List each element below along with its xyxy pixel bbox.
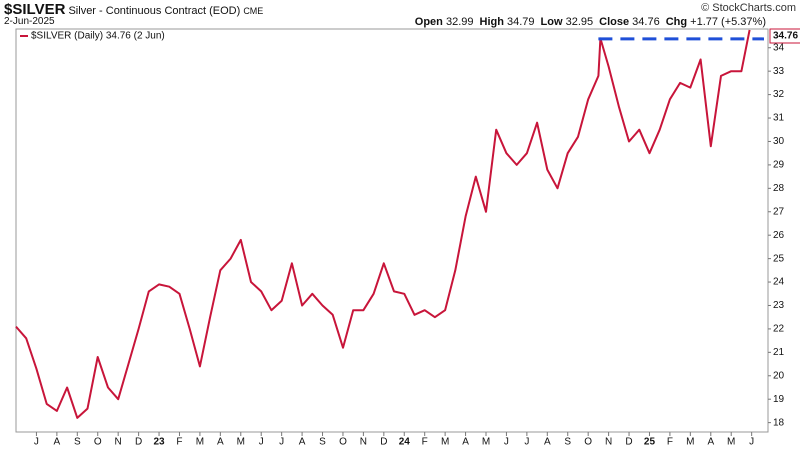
x-tick-label: J	[279, 437, 284, 448]
x-tick-label: M	[686, 437, 694, 448]
y-tick-label: 30	[773, 136, 785, 147]
x-tick-label: M	[727, 437, 735, 448]
x-tick-label: J	[749, 437, 754, 448]
price-line	[15, 29, 751, 419]
exchange: CME	[243, 6, 264, 16]
last-value-box	[769, 28, 800, 44]
x-tick-label: 24	[399, 437, 411, 448]
credit: © StockCharts.com	[701, 2, 796, 14]
x-tick-label: S	[319, 437, 326, 448]
title-row: $SILVER Silver - Continuous Contract (EO…	[4, 1, 263, 18]
symbol: $SILVER	[4, 1, 66, 18]
x-tick-label: O	[339, 437, 347, 448]
y-tick-label: 25	[773, 253, 785, 264]
quote-label: Open	[414, 16, 443, 28]
y-tick-label: 20	[773, 370, 785, 381]
quote-label: Low	[540, 16, 563, 28]
x-tick-label: M	[196, 437, 204, 448]
quote-value: +1.77 (+5.37%)	[690, 16, 766, 28]
y-tick-label: 29	[773, 160, 785, 171]
last-value-label: 34.76	[773, 31, 798, 42]
y-tick-label: 22	[773, 324, 785, 335]
x-tick-label: M	[482, 437, 490, 448]
legend-label: $SILVER (Daily) 34.76 (2 Jun)	[31, 31, 165, 42]
header: $SILVER Silver - Continuous Contract (EO…	[0, 0, 800, 28]
x-tick-label: D	[625, 437, 632, 448]
x-tick-label: J	[504, 437, 509, 448]
x-tick-label: A	[462, 437, 469, 448]
y-tick-label: 27	[773, 206, 785, 217]
x-tick-label: D	[135, 437, 142, 448]
x-tick-label: F	[176, 437, 182, 448]
y-tick-label: 34	[773, 42, 785, 53]
x-tick-label: A	[54, 437, 61, 448]
quote-value: 34.79	[507, 16, 535, 28]
x-tick-label: A	[299, 437, 306, 448]
plot-frame	[15, 28, 769, 433]
subtitle: Silver - Continuous Contract (EOD)	[68, 5, 241, 17]
x-tick-label: M	[237, 437, 245, 448]
y-tick-label: 21	[773, 347, 785, 358]
x-tick-label: A	[544, 437, 551, 448]
y-tick-label: 24	[773, 277, 785, 288]
x-tick-label: J	[524, 437, 529, 448]
quote-label: Close	[599, 16, 630, 28]
x-tick-label: J	[34, 437, 39, 448]
x-tick-label: S	[564, 437, 571, 448]
x-tick-label: D	[380, 437, 387, 448]
x-tick-label: O	[94, 437, 102, 448]
y-tick-label: 23	[773, 300, 785, 311]
y-tick-label: 33	[773, 66, 785, 77]
x-tick-label: N	[360, 437, 367, 448]
quote: Open 32.99 High 34.79 Low 32.95 Close 34.76…	[409, 16, 766, 28]
x-tick-label: J	[259, 437, 264, 448]
date: 2-Jun-2025	[4, 16, 55, 27]
x-tick-label: O	[584, 437, 592, 448]
x-tick-label: N	[605, 437, 612, 448]
y-tick-label: 32	[773, 89, 785, 100]
y-tick-label: 26	[773, 230, 785, 241]
quote-value: 32.95	[565, 16, 594, 28]
x-tick-label: 25	[644, 437, 656, 448]
x-tick-label: A	[217, 437, 224, 448]
quote-label: Chg	[665, 16, 688, 28]
x-tick-label: F	[667, 437, 673, 448]
x-tick-label: S	[74, 437, 81, 448]
y-tick-label: 18	[773, 417, 785, 428]
x-tick-label: F	[422, 437, 428, 448]
x-tick-label: M	[441, 437, 449, 448]
x-tick-label: A	[707, 437, 714, 448]
y-tick-label: 31	[773, 113, 785, 124]
quote-value: 32.99	[445, 16, 474, 28]
y-tick-label: 19	[773, 394, 785, 405]
quote-value: 34.76	[632, 16, 660, 28]
quote-label: High	[479, 16, 504, 28]
x-tick-label: 23	[153, 437, 165, 448]
y-tick-label: 28	[773, 183, 785, 194]
x-tick-label: N	[115, 437, 122, 448]
